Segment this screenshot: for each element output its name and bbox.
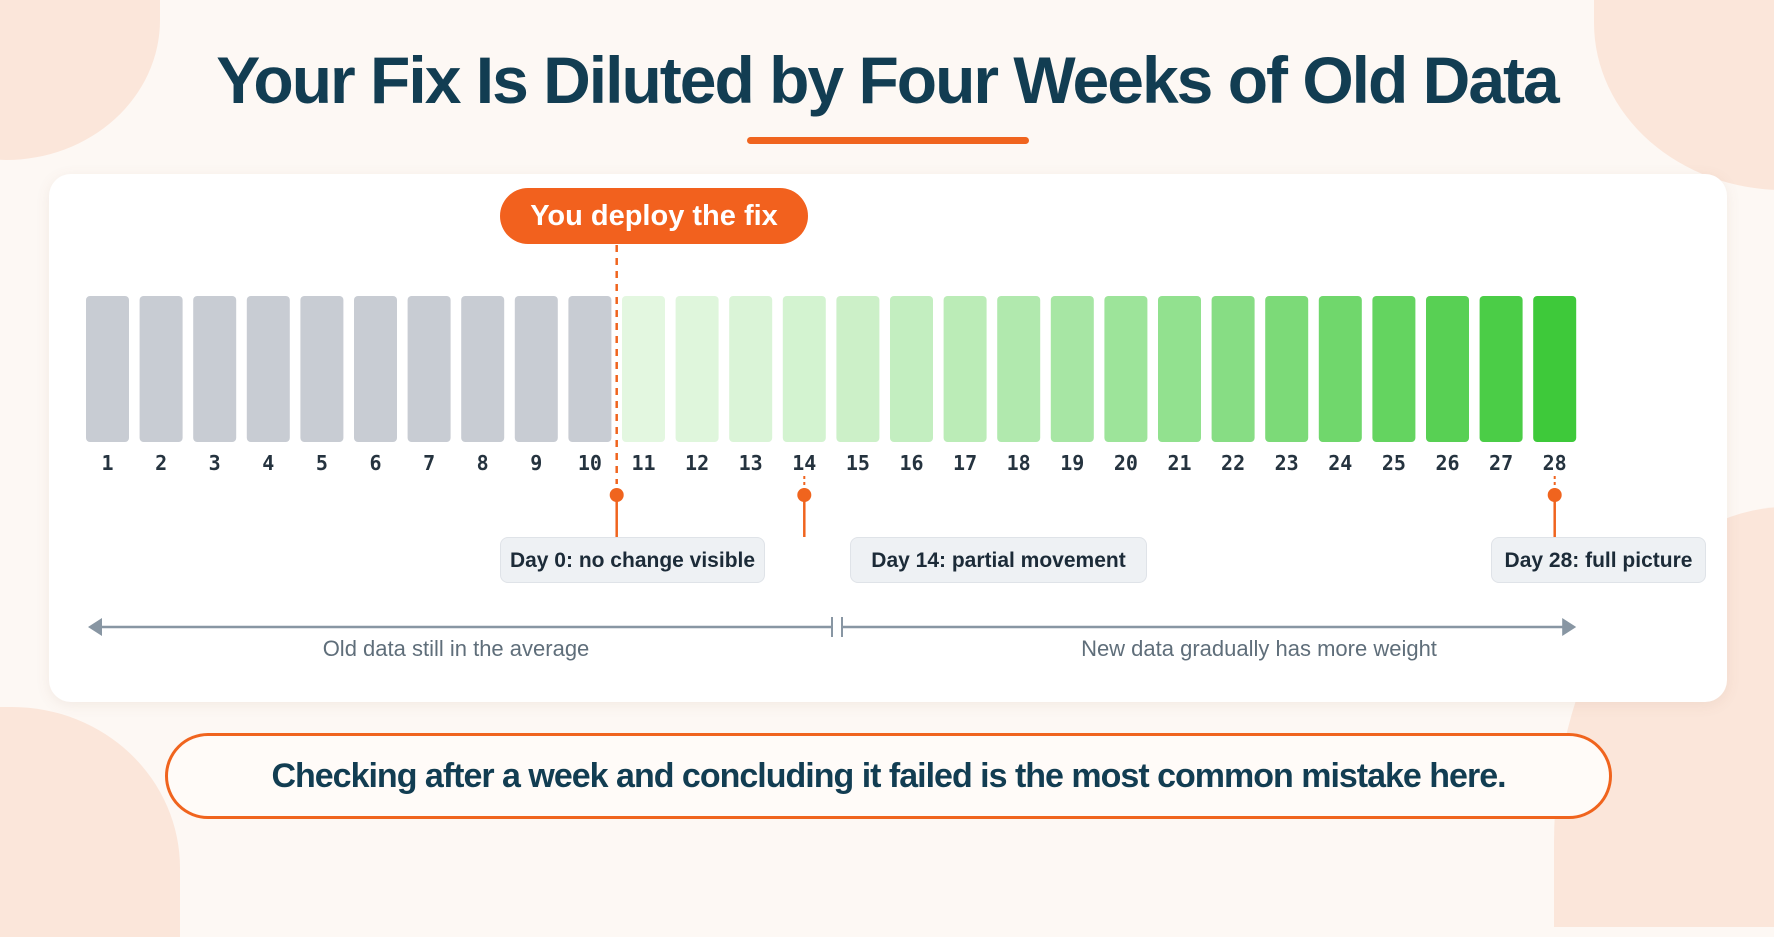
day-bar-5 xyxy=(300,296,344,442)
day-label-26: 26 xyxy=(1435,451,1459,475)
day-bar-26 xyxy=(1426,296,1469,442)
day-bar-19 xyxy=(1050,296,1094,442)
day-label-8: 8 xyxy=(477,451,489,475)
day-bar-15 xyxy=(836,296,880,442)
day-labels: 1 2 3 4 5 6 7 8 9 10 11 12 13 14 15 16 17 18 19 20 21 22 23 24 2… xyxy=(101,451,1566,475)
marker-dot-10 xyxy=(609,488,624,502)
day-label-10: 10 xyxy=(578,451,602,475)
day-bar-23 xyxy=(1265,296,1309,442)
day-bar-24 xyxy=(1318,296,1362,442)
timeline-markers xyxy=(609,245,1562,537)
day-label-2: 2 xyxy=(155,451,167,475)
timeline-arrows xyxy=(88,617,1577,637)
day-bar-8 xyxy=(461,296,505,442)
marker-dot-28 xyxy=(1547,488,1562,502)
day-bar-1 xyxy=(86,296,129,442)
day-label-7: 7 xyxy=(423,451,435,475)
day-label-27: 27 xyxy=(1489,451,1513,475)
day-label-3: 3 xyxy=(209,451,221,475)
day-label-20: 20 xyxy=(1114,451,1138,475)
day-bar-16 xyxy=(890,296,933,442)
callout-day-0: Day 0: no change visible xyxy=(500,537,765,583)
day-label-24: 24 xyxy=(1328,451,1352,475)
day-bar-20 xyxy=(1104,296,1148,442)
page-title: Your Fix Is Diluted by Four Weeks of Old… xyxy=(216,43,1559,117)
day-bar-17 xyxy=(943,296,987,442)
day-label-28: 28 xyxy=(1543,451,1567,475)
day-bar-13 xyxy=(729,296,773,442)
day-label-1: 1 xyxy=(101,451,113,475)
title-underline xyxy=(747,137,1029,144)
new-data-arrowhead xyxy=(1562,618,1577,636)
day-label-5: 5 xyxy=(316,451,328,475)
new-data-label: New data gradually has more weight xyxy=(1081,636,1437,661)
day-label-6: 6 xyxy=(369,451,381,475)
old-data-label: Old data still in the average xyxy=(322,636,590,661)
day-label-23: 23 xyxy=(1275,451,1299,475)
day-label-19: 19 xyxy=(1060,451,1084,475)
day-label-21: 21 xyxy=(1167,451,1191,475)
day-bar-22 xyxy=(1211,296,1255,442)
day-label-14: 14 xyxy=(792,451,816,475)
day-bar-4 xyxy=(246,296,290,442)
callout-day-14: Day 14: partial movement xyxy=(850,537,1147,583)
day-label-22: 22 xyxy=(1221,451,1245,475)
day-label-18: 18 xyxy=(1007,451,1031,475)
day-bar-9 xyxy=(514,296,558,442)
marker-dot-14 xyxy=(797,488,812,502)
old-data-arrowhead xyxy=(88,618,102,636)
day-bar-3 xyxy=(193,296,237,442)
day-label-15: 15 xyxy=(846,451,870,475)
day-label-9: 9 xyxy=(530,451,542,475)
day-bar-7 xyxy=(407,296,451,442)
day-bar-12 xyxy=(675,296,719,442)
day-bar-21 xyxy=(1158,296,1201,442)
day-label-4: 4 xyxy=(262,451,274,475)
day-label-17: 17 xyxy=(953,451,977,475)
day-label-13: 13 xyxy=(739,451,763,475)
day-label-16: 16 xyxy=(899,451,923,475)
day-bar-28 xyxy=(1533,296,1577,442)
day-bar-14 xyxy=(782,296,826,442)
timeline-diagram: 1 2 3 4 5 6 7 8 9 10 11 12 13 14 15 16 17 18 19 20 21 22 23 24 2… xyxy=(86,245,1577,637)
day-bars xyxy=(86,296,1577,442)
day-label-25: 25 xyxy=(1382,451,1406,475)
bottom-note: Checking after a week and concluding it … xyxy=(165,733,1612,819)
day-label-11: 11 xyxy=(631,451,655,475)
deploy-label: You deploy the fix xyxy=(500,188,808,244)
day-bar-11 xyxy=(622,296,665,442)
callout-day-28: Day 28: full picture xyxy=(1491,537,1706,583)
day-bar-6 xyxy=(354,296,397,442)
day-bar-25 xyxy=(1372,296,1416,442)
day-bar-18 xyxy=(997,296,1041,442)
day-label-12: 12 xyxy=(685,451,709,475)
day-bar-10 xyxy=(568,296,612,442)
day-bar-27 xyxy=(1479,296,1523,442)
day-bar-2 xyxy=(139,296,183,442)
